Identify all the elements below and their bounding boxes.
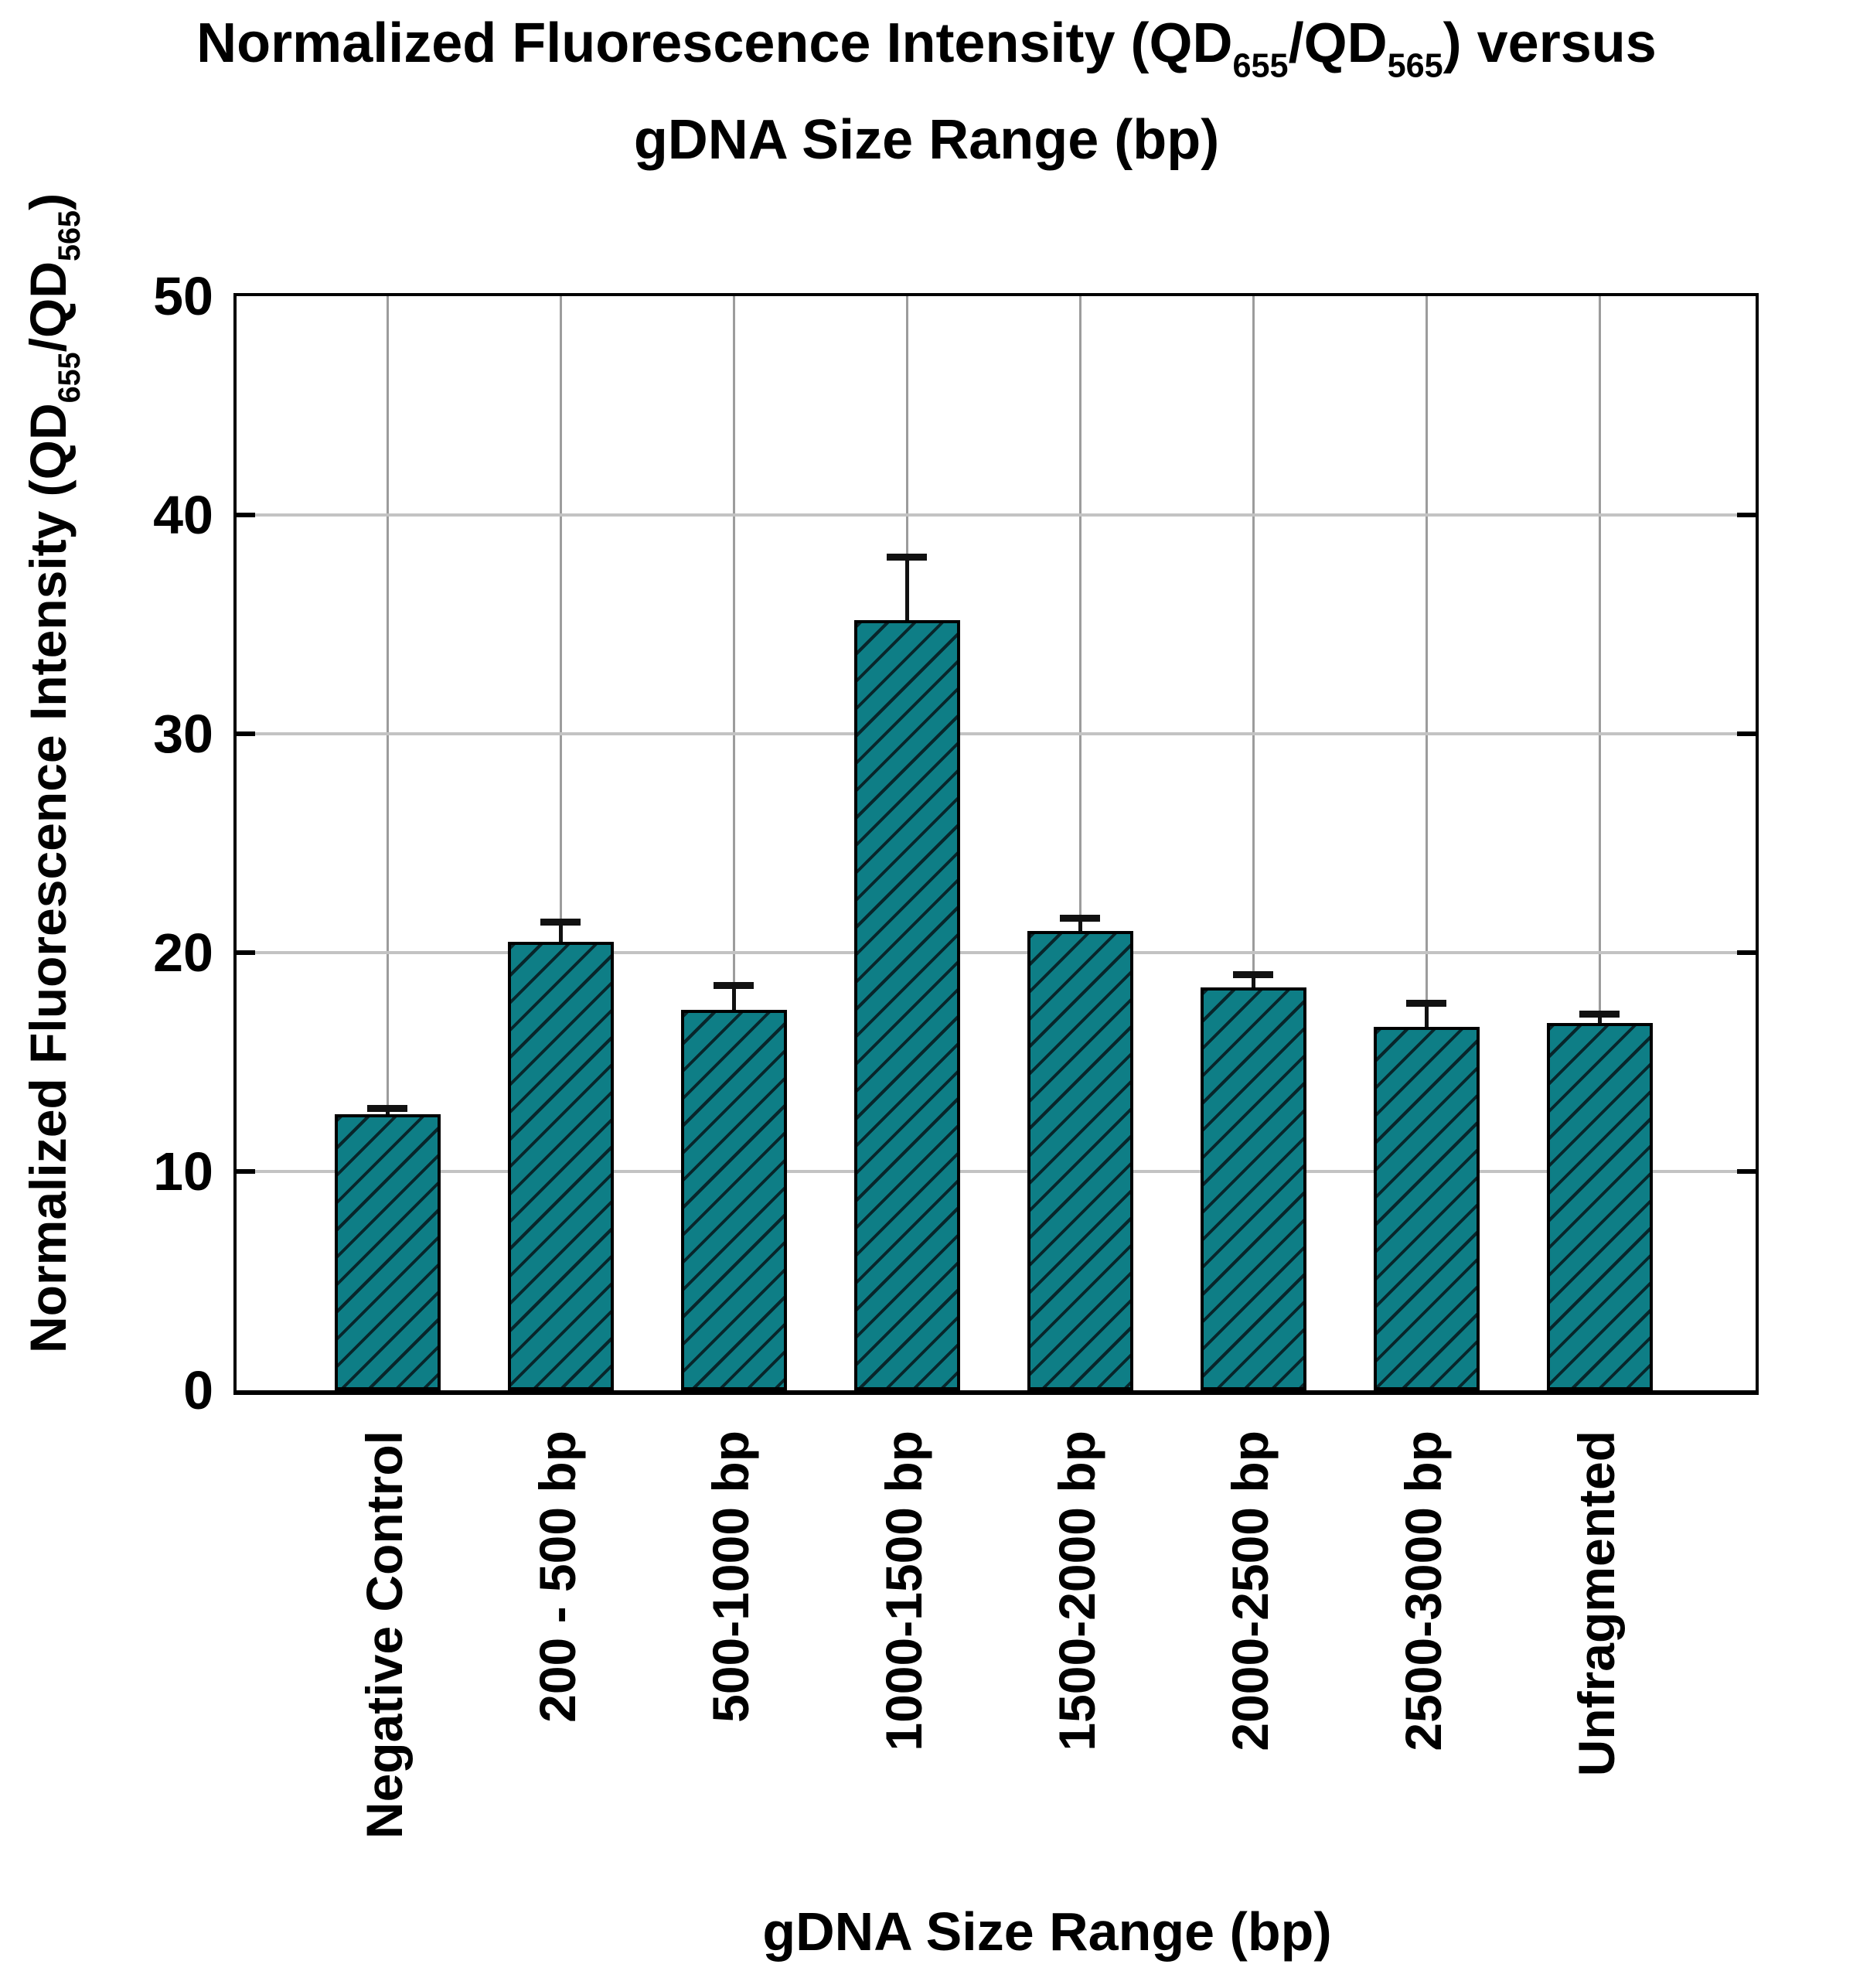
bar-negative-control <box>334 1114 441 1390</box>
y-tick-left-40 <box>237 513 255 517</box>
error-bar-cap-negative-control <box>367 1104 407 1112</box>
v-gridline-5 <box>1078 296 1081 1390</box>
error-bar-stem-500-1000-bp <box>731 985 736 1010</box>
x-tick-label-unfragmented: Unfragmented <box>1568 1430 1625 1777</box>
v-gridline-2 <box>559 296 562 1390</box>
label-text: /QD <box>1288 12 1388 74</box>
x-tick-label-2000-2500-bp: 2000-2500 bp <box>1221 1430 1279 1751</box>
error-bar-stem-200-500-bp <box>558 922 563 942</box>
y-tick-right-30 <box>1737 731 1756 736</box>
bar-200-500-bp <box>507 941 614 1390</box>
y-tick-label-50: 50 <box>153 266 213 326</box>
subscript-text: 565 <box>52 210 87 261</box>
v-gridline-1 <box>386 296 389 1390</box>
y-tick-label-0: 0 <box>183 1360 213 1420</box>
x-tick-label-2500-3000-bp: 2500-3000 bp <box>1395 1430 1452 1751</box>
bar-2500-3000-bp <box>1373 1027 1480 1390</box>
v-gridline-3 <box>732 296 735 1390</box>
chart-title-line1: Normalized Fluorescence Intensity (QD655… <box>0 6 1853 103</box>
label-text: ) versus <box>1443 12 1657 74</box>
y-tick-right-20 <box>1737 950 1756 955</box>
h-gridline-10 <box>237 1170 1756 1173</box>
error-bar-cap-500-1000-bp <box>714 982 754 990</box>
x-axis-title: gDNA Size Range (bp) <box>762 1901 1332 1962</box>
x-tick-label-200-500-bp: 200 - 500 bp <box>529 1430 586 1723</box>
y-tick-left-20 <box>237 950 255 955</box>
h-gridline-40 <box>237 513 1756 517</box>
error-bar-cap-unfragmented <box>1579 1011 1620 1018</box>
h-gridline-20 <box>237 951 1756 954</box>
error-bar-cap-2000-2500-bp <box>1233 971 1273 979</box>
v-gridline-6 <box>1252 296 1255 1390</box>
y-tick-label-40: 40 <box>153 485 213 545</box>
y-tick-left-30 <box>237 731 255 736</box>
chart-title: Normalized Fluorescence Intensity (QD655… <box>0 6 1853 177</box>
v-gridline-8 <box>1598 296 1601 1390</box>
y-tick-label-20: 20 <box>153 922 213 983</box>
x-tick-label-500-1000-bp: 500-1000 bp <box>702 1430 759 1723</box>
bar-1000-1500-bp <box>853 619 960 1390</box>
error-bar-cap-1000-1500-bp <box>887 553 927 561</box>
v-gridline-7 <box>1425 296 1428 1390</box>
label-text: Normalized Fluorescence Intensity (QD <box>196 12 1233 74</box>
y-tick-right-40 <box>1737 513 1756 517</box>
chart-title-line2: gDNA Size Range (bp) <box>633 109 1220 172</box>
plot-area: 0 10 20 30 40 50 <box>153 268 1759 1418</box>
subscript-text: 655 <box>1232 47 1289 85</box>
label-text: ) <box>19 193 77 210</box>
x-tick-label-1000-1500-bp: 1000-1500 bp <box>875 1430 932 1751</box>
label-text: Normalized Fluorescence Intensity (QD <box>19 403 77 1353</box>
bar-2000-2500-bp <box>1200 987 1306 1390</box>
error-bar-stem-unfragmented <box>1597 1014 1602 1023</box>
x-tick-label-1500-2000-bp: 1500-2000 bp <box>1048 1430 1105 1751</box>
bar-1500-2000-bp <box>1027 930 1133 1390</box>
y-tick-right-10 <box>1737 1169 1756 1174</box>
error-bar-stem-2500-3000-bp <box>1424 1003 1429 1028</box>
subscript-text: 655 <box>52 352 87 404</box>
x-tick-label-negative-control: Negative Control <box>356 1430 413 1840</box>
y-tick-label-10: 10 <box>153 1141 213 1202</box>
error-bar-cap-2500-3000-bp <box>1406 1000 1446 1008</box>
error-bar-stem-2000-2500-bp <box>1251 974 1255 988</box>
bar-500-1000-bp <box>680 1009 787 1390</box>
error-bar-cap-1500-2000-bp <box>1060 914 1100 922</box>
error-bar-stem-1000-1500-bp <box>904 556 909 620</box>
error-bar-cap-200-500-bp <box>540 919 581 926</box>
h-gridline-30 <box>237 732 1756 735</box>
y-tick-label-30: 30 <box>153 704 213 764</box>
bar-unfragmented <box>1546 1022 1653 1390</box>
error-bar-stem-1500-2000-bp <box>1078 917 1082 931</box>
subscript-text: 565 <box>1387 47 1443 85</box>
y-tick-left-10 <box>237 1169 255 1174</box>
